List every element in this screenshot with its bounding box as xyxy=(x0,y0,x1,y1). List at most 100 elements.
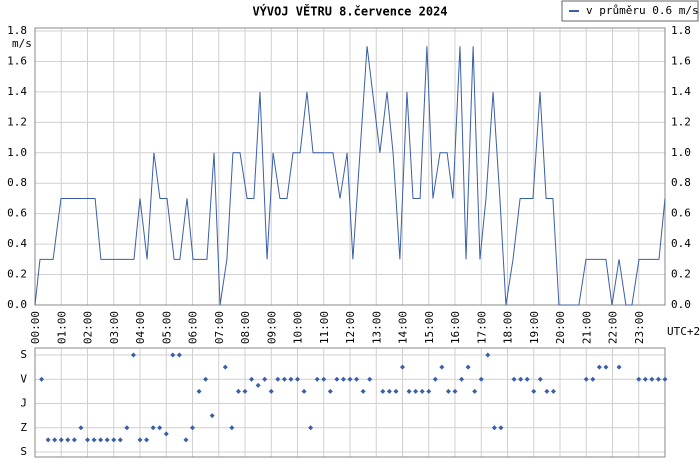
direction-point xyxy=(537,376,543,382)
direction-point xyxy=(242,388,248,394)
direction-point xyxy=(393,388,399,394)
direction-point xyxy=(321,376,327,382)
direction-point xyxy=(71,437,77,443)
y-tick-label-right: 0.6 xyxy=(671,207,691,220)
direction-point xyxy=(124,425,130,431)
direction-point xyxy=(472,388,478,394)
direction-point xyxy=(642,376,648,382)
x-tick-label: 03:00 xyxy=(108,311,121,344)
direction-point xyxy=(249,376,255,382)
direction-point xyxy=(354,376,360,382)
direction-point xyxy=(163,431,169,437)
direction-point xyxy=(406,388,412,394)
x-tick-label: 19:00 xyxy=(528,311,541,344)
x-tick-label: 09:00 xyxy=(265,311,278,344)
direction-point xyxy=(498,425,504,431)
direction-point xyxy=(445,388,451,394)
direction-point xyxy=(347,376,353,382)
x-tick-label: 18:00 xyxy=(502,311,515,344)
x-tick-label: 14:00 xyxy=(397,311,410,344)
direction-point xyxy=(104,437,110,443)
direction-point xyxy=(183,437,189,443)
direction-point xyxy=(511,376,517,382)
direction-point xyxy=(603,364,609,370)
y-tick-label-right: 1.2 xyxy=(671,115,691,128)
chart-title: VÝVOJ VĚTRU 8.července 2024 xyxy=(252,4,447,19)
direction-point xyxy=(301,388,307,394)
direction-point xyxy=(209,413,215,419)
x-tick-label: 10:00 xyxy=(292,311,305,344)
direction-point xyxy=(649,376,655,382)
direction-point xyxy=(360,388,366,394)
direction-point xyxy=(170,352,176,358)
direction-point xyxy=(491,425,497,431)
y-tick-label-right: 1.0 xyxy=(671,146,691,159)
y-tick-label: S xyxy=(20,348,27,361)
direction-point xyxy=(78,425,84,431)
x-tick-label: 21:00 xyxy=(580,311,593,344)
direction-point xyxy=(478,376,484,382)
direction-point xyxy=(288,376,294,382)
direction-point xyxy=(176,352,182,358)
direction-point xyxy=(439,364,445,370)
direction-point xyxy=(190,425,195,431)
x-tick-label: 06:00 xyxy=(187,311,200,344)
y-tick-label-right: 0.0 xyxy=(671,298,691,311)
x-tick-label: 07:00 xyxy=(213,311,226,344)
y-tick-label: 0.2 xyxy=(7,268,27,281)
direction-point xyxy=(636,376,642,382)
direction-point xyxy=(295,376,300,382)
x-tick-label: 00:00 xyxy=(29,311,42,344)
y-tick-label: 1.6 xyxy=(7,54,27,67)
wind-speed-line xyxy=(34,46,666,306)
direction-point xyxy=(518,376,524,382)
direction-point xyxy=(655,376,661,382)
y-tick-label: 0.4 xyxy=(7,237,27,250)
direction-point xyxy=(91,437,97,443)
direction-point xyxy=(380,388,386,394)
x-tick-label: 12:00 xyxy=(344,311,357,344)
direction-point xyxy=(39,376,45,382)
y-tick-label: 1.4 xyxy=(7,85,27,98)
direction-point xyxy=(314,376,320,382)
y-tick-label: S xyxy=(20,445,27,458)
y-tick-label-right: 1.6 xyxy=(671,54,691,67)
direction-point xyxy=(281,376,287,382)
y-tick-label-right: 0.2 xyxy=(671,268,691,281)
direction-point xyxy=(65,437,71,443)
direction-point xyxy=(596,364,602,370)
direction-point xyxy=(485,352,491,358)
direction-point xyxy=(459,376,465,382)
x-tick-label: 22:00 xyxy=(607,311,620,344)
direction-point xyxy=(413,388,419,394)
direction-point xyxy=(255,382,261,388)
x-tick-label: 05:00 xyxy=(160,311,173,344)
y-tick-label: 0.6 xyxy=(7,207,27,220)
y-tick-label: 0.8 xyxy=(7,176,27,189)
y-tick-label-right: 1.8 xyxy=(671,24,691,37)
direction-point xyxy=(98,437,104,443)
direction-point xyxy=(531,388,537,394)
direction-point xyxy=(308,425,314,431)
direction-point xyxy=(85,437,90,443)
legend-label: v průměru 0.6 m/s xyxy=(586,4,699,17)
x-tick-label: 02:00 xyxy=(82,311,95,344)
direction-point xyxy=(340,376,346,382)
direction-point xyxy=(616,364,622,370)
x-tick-label: 13:00 xyxy=(370,311,383,344)
direction-point xyxy=(275,376,281,382)
direction-point xyxy=(432,376,438,382)
direction-point xyxy=(229,425,235,431)
y-tick-label-right: 0.8 xyxy=(671,176,691,189)
y-unit-label: m/s xyxy=(12,37,32,50)
y-tick-label: 1.2 xyxy=(7,115,27,128)
direction-point xyxy=(235,388,241,394)
direction-point xyxy=(544,388,550,394)
direction-point xyxy=(150,425,156,431)
x-tick-label: 20:00 xyxy=(554,311,567,344)
x-tick-label: 16:00 xyxy=(449,311,462,344)
direction-point xyxy=(426,388,432,394)
x-tick-label: 11:00 xyxy=(318,311,331,344)
direction-point xyxy=(465,364,471,370)
direction-point xyxy=(419,388,425,394)
